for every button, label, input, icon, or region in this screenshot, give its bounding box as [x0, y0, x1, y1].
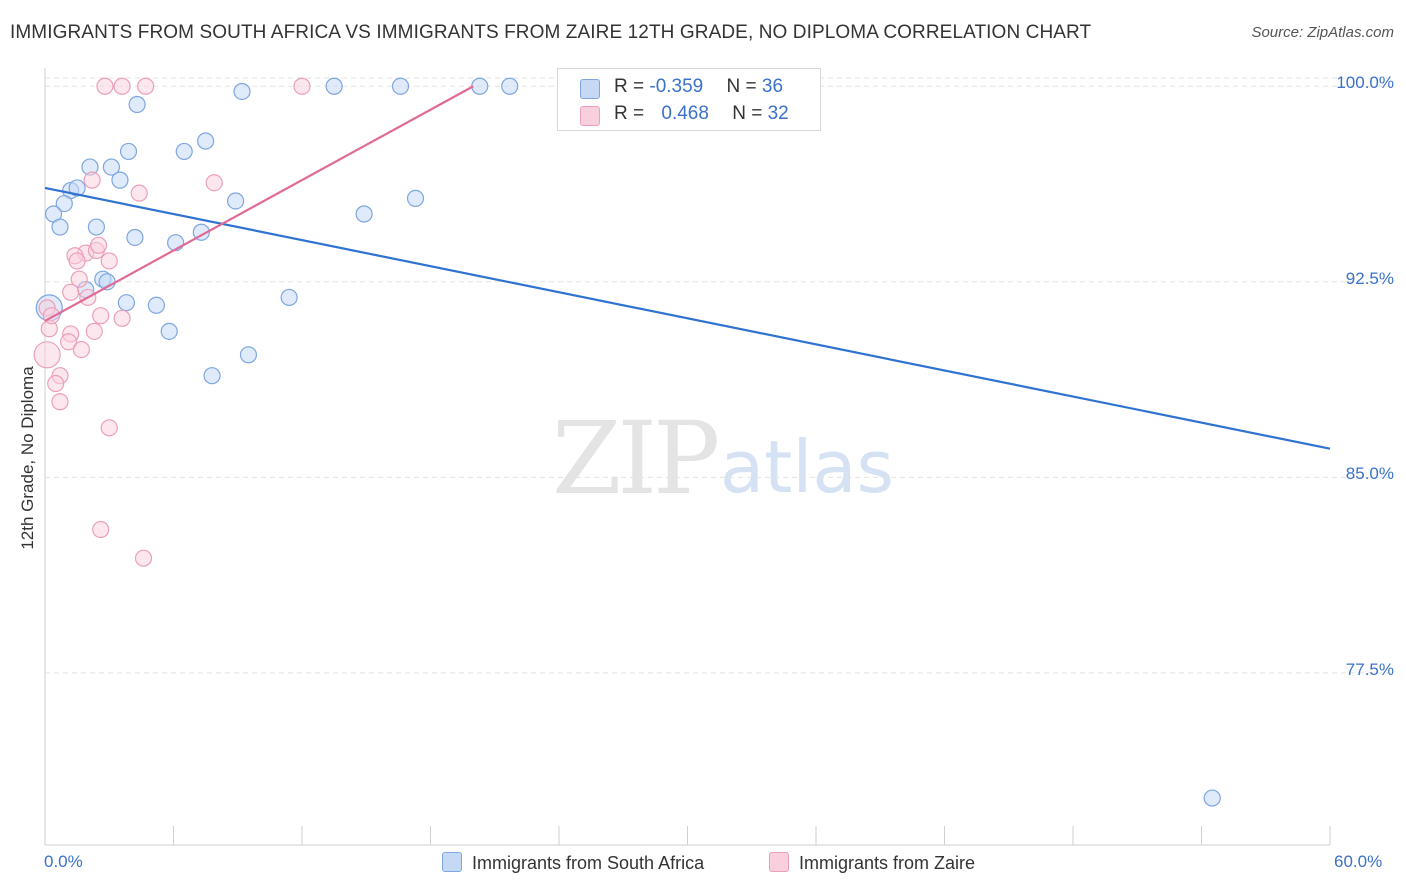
n-value-south-africa: 36	[761, 76, 784, 97]
y-tick-label: 92.5%	[1345, 268, 1394, 288]
south-africa-point	[471, 77, 489, 95]
zaire-point	[89, 236, 108, 254]
legend-label-south-africa: Immigrants from South Africa	[472, 853, 705, 873]
zaire-point	[85, 322, 103, 340]
zaire-point	[293, 77, 311, 95]
zaire-point	[134, 549, 153, 567]
source-label: Source: ZipAtlas.com	[1251, 24, 1394, 41]
legend-label-zaire: Immigrants from Zaire	[799, 853, 976, 873]
legend-item-zaire: Immigrants from Zaire	[769, 852, 975, 874]
zaire-swatch	[580, 106, 600, 126]
zaire-point	[96, 77, 114, 95]
zaire-point	[100, 419, 118, 437]
south-africa-point	[406, 189, 425, 207]
y-tick-label: 85.0%	[1345, 464, 1394, 484]
south-africa-point	[128, 95, 146, 114]
south-africa-point	[119, 142, 138, 161]
south-africa-point	[203, 367, 221, 385]
south-africa-swatch	[580, 79, 600, 99]
zaire-point	[59, 333, 78, 351]
x-tick-label-min: 0.0%	[44, 852, 83, 871]
south-africa-point	[501, 77, 519, 95]
south-africa-point	[51, 218, 69, 236]
south-africa-point	[355, 205, 373, 223]
y-tick-label: 77.5%	[1345, 659, 1394, 679]
zaire-point	[70, 270, 88, 288]
zaire-point	[62, 283, 80, 301]
zaire-point	[72, 340, 91, 359]
south-africa-point	[126, 228, 144, 247]
r-label: R =	[614, 76, 650, 97]
zaire-point	[205, 174, 223, 192]
correlation-legend: R = -0.359 N = 36 R = 0.468 N = 32	[557, 68, 821, 131]
south-africa-point	[227, 192, 245, 210]
south-africa-point	[280, 288, 298, 307]
south-africa-point	[239, 346, 258, 364]
legend-row-zaire: R = 0.468 N = 32	[580, 103, 789, 126]
south-africa-point	[233, 82, 251, 101]
zaire-point	[92, 307, 110, 325]
zaire-point	[33, 341, 61, 369]
zaire-point	[113, 309, 131, 327]
south-africa-point	[175, 142, 193, 161]
r-value-zaire: 0.468	[661, 103, 709, 124]
south-africa-point	[111, 171, 129, 189]
n-label: N =	[732, 103, 768, 124]
south-africa-legend-swatch	[442, 852, 462, 872]
zaire-point	[92, 520, 110, 539]
y-axis-label: 12th Grade, No Diploma	[18, 366, 37, 550]
zaire-legend-swatch	[769, 852, 789, 872]
south-africa-point	[117, 294, 135, 312]
zaire-point	[47, 374, 65, 393]
n-value-zaire: 32	[767, 103, 789, 124]
n-label: N =	[726, 76, 762, 97]
south-africa-point	[325, 77, 343, 95]
zaire-point	[130, 184, 148, 202]
zaire-point	[51, 393, 69, 411]
chart-title: IMMIGRANTS FROM SOUTH AFRICA VS IMMIGRAN…	[10, 22, 1092, 43]
r-value-south-africa: -0.359	[649, 76, 704, 97]
south-africa-point	[147, 296, 165, 314]
south-africa-trendline	[44, 186, 1331, 450]
south-africa-point	[102, 158, 120, 176]
south-africa-point	[160, 322, 178, 340]
watermark-zip: ZIP	[552, 400, 720, 517]
south-africa-point	[197, 132, 215, 150]
zaire-point	[137, 77, 155, 95]
south-africa-point	[68, 179, 86, 197]
south-africa-point	[55, 194, 73, 213]
zaire-point	[68, 252, 86, 270]
zaire-point	[113, 77, 131, 95]
watermark-atlas: atlas	[720, 425, 894, 509]
y-tick-label: 100.0%	[1336, 73, 1394, 93]
south-africa-point	[1203, 789, 1221, 807]
legend-row-south-africa: R = -0.359 N = 36	[580, 76, 784, 99]
x-tick-label-max: 60.0%	[1334, 852, 1383, 871]
zaire-point	[100, 252, 118, 270]
south-africa-point	[391, 77, 410, 95]
legend-item-south-africa: Immigrants from South Africa	[442, 852, 704, 874]
zaire-trendline	[44, 85, 474, 322]
r-label: R =	[614, 103, 650, 124]
south-africa-point	[87, 218, 106, 236]
zaire-point	[83, 171, 101, 189]
